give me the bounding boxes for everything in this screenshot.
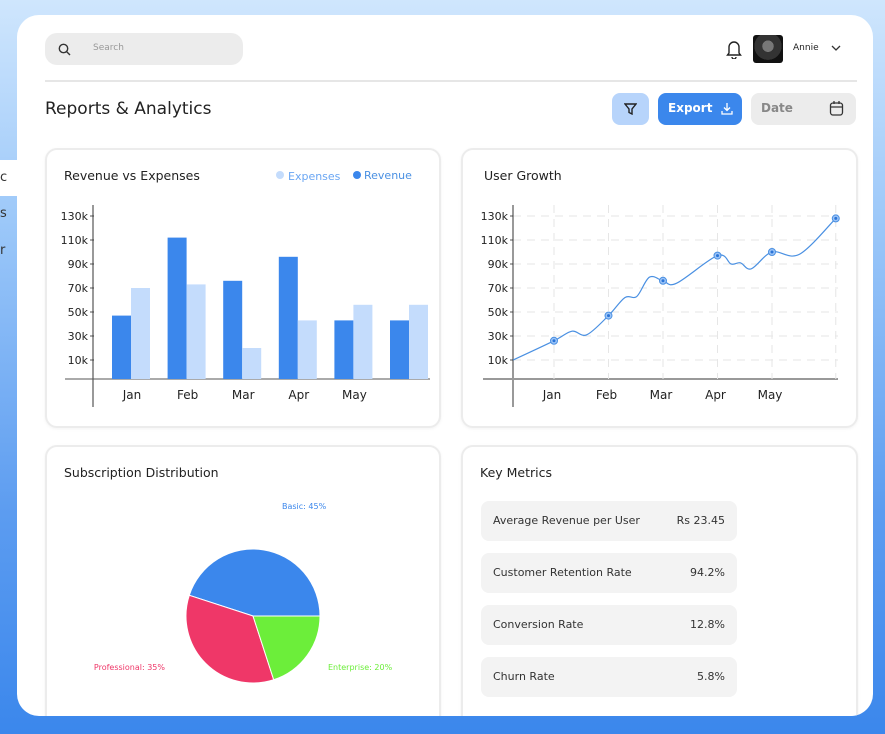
- y-tick-label: 130k: [61, 210, 89, 223]
- y-tick-label: 50k: [68, 306, 89, 319]
- bar-expenses: [131, 288, 150, 379]
- avatar[interactable]: [753, 35, 783, 63]
- y-tick-label: 10k: [488, 354, 509, 367]
- y-tick-label: 90k: [488, 258, 509, 271]
- divider: [45, 80, 857, 82]
- bar-revenue: [278, 256, 298, 379]
- data-point-center: [607, 314, 610, 318]
- bar-expenses: [409, 304, 428, 379]
- bar-chart: Expenses Revenue 130k 110k 90k 70k 50k 30k 10k Ja…: [61, 169, 430, 407]
- bar-revenue: [112, 315, 131, 379]
- metric-row: Customer Retention Rate 94.2%: [481, 553, 737, 593]
- pie-slice: [185, 594, 275, 684]
- page-title: Reports & Analytics: [45, 99, 212, 119]
- x-tick-label: Apr: [705, 388, 726, 402]
- legend-label: Revenue: [364, 169, 412, 182]
- card-title: User Growth: [484, 168, 562, 183]
- y-tick-label: 110k: [61, 234, 89, 247]
- x-tick-label: May: [758, 388, 783, 402]
- y-tick-label: 110k: [481, 234, 509, 247]
- x-tick-label: May: [342, 388, 367, 402]
- bar-expenses: [186, 284, 206, 379]
- data-point-center: [716, 254, 719, 258]
- user-growth-card: User Growth 130k 110k 90k 70k 50k 30k 10k Jan Fe…: [461, 148, 858, 428]
- slice-label: Enterprise: 20%: [328, 663, 393, 672]
- x-tick-label: Feb: [177, 388, 198, 402]
- filter-button[interactable]: [612, 93, 649, 125]
- main-panel: Search Annie Reports & Analytics Export …: [17, 15, 873, 716]
- calendar-icon: [829, 101, 844, 116]
- pie-slice: [188, 548, 321, 617]
- y-tick-label: 90k: [68, 258, 89, 271]
- data-point-center: [770, 250, 774, 254]
- y-tick-label: 10k: [68, 354, 89, 367]
- x-tick-label: Mar: [650, 388, 673, 402]
- bar-revenue: [390, 320, 409, 379]
- bell-icon[interactable]: [725, 39, 743, 59]
- y-tick-label: 70k: [68, 282, 89, 295]
- subscription-card: Subscription Distribution Basic: 45% Prof…: [45, 445, 441, 716]
- metric-row: Churn Rate 5.8%: [481, 657, 737, 697]
- bar-expenses: [242, 348, 262, 379]
- x-tick-label: Feb: [596, 388, 617, 402]
- x-tick-label: Apr: [288, 388, 309, 402]
- bar-revenue: [223, 280, 243, 379]
- x-tick-label: Mar: [232, 388, 255, 402]
- bar-expenses: [353, 304, 373, 379]
- y-tick-label: 70k: [488, 282, 509, 295]
- card-title: Subscription Distribution: [64, 465, 219, 480]
- key-metrics-card: Key Metrics Average Revenue per User Rs 2…: [461, 445, 858, 716]
- bar-expenses: [297, 320, 317, 379]
- date-picker[interactable]: Date: [751, 93, 856, 125]
- chevron-down-icon[interactable]: [831, 45, 841, 52]
- sidebar-item[interactable]: r: [0, 243, 6, 258]
- slice-label: Basic: 45%: [282, 502, 327, 511]
- legend-swatch-revenue: [353, 171, 361, 179]
- bar-revenue: [334, 320, 354, 379]
- user-name[interactable]: Annie: [793, 43, 819, 53]
- search-icon: [58, 43, 71, 56]
- y-tick-label: 30k: [488, 330, 509, 343]
- legend-label: Expenses: [288, 170, 341, 183]
- data-point-center: [552, 339, 556, 343]
- search-input[interactable]: Search: [45, 33, 243, 65]
- y-tick-label: 50k: [488, 306, 509, 319]
- y-tick-label: 30k: [68, 330, 89, 343]
- pie-slice: [252, 615, 321, 681]
- x-tick-label: Jan: [542, 388, 562, 402]
- data-point-center: [834, 216, 838, 220]
- metric-row: Average Revenue per User Rs 23.45: [481, 501, 737, 541]
- export-button[interactable]: Export: [658, 93, 742, 125]
- x-tick-label: Jan: [122, 388, 142, 402]
- card-title: Revenue vs Expenses: [64, 168, 200, 183]
- slice-label: Professional: 35%: [94, 663, 165, 672]
- download-icon: [721, 103, 733, 115]
- y-tick-label: 130k: [481, 210, 509, 223]
- data-point-center: [661, 279, 665, 283]
- sidebar-item[interactable]: c: [0, 160, 20, 196]
- sidebar-item[interactable]: s: [0, 206, 7, 221]
- legend-swatch-expenses: [276, 171, 284, 179]
- filter-icon: [624, 103, 637, 115]
- pie-chart: Basic: 45% Professional: 35% Enterprise: 2…: [94, 502, 393, 684]
- revenue-expenses-card: Revenue vs Expenses Expenses Revenue 130k 1…: [45, 148, 441, 428]
- bar-revenue: [167, 237, 187, 379]
- line-chart: 130k 110k 90k 70k 50k 30k 10k Jan Feb Mar Apr May: [481, 205, 840, 407]
- card-title: Key Metrics: [480, 465, 553, 480]
- metric-row: Conversion Rate 12.8%: [481, 605, 737, 645]
